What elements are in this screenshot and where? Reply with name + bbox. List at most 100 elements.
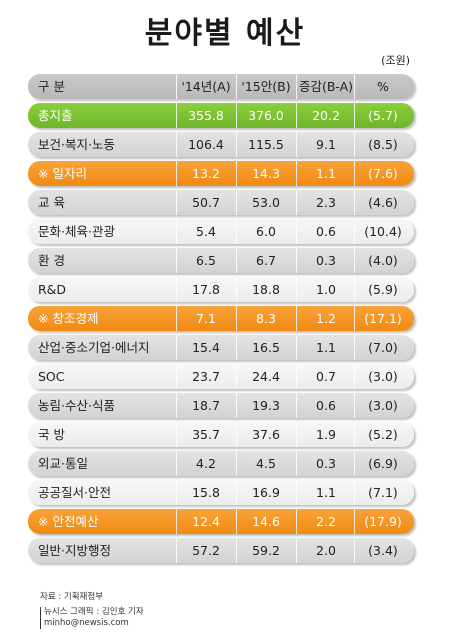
row-change: 20.2 — [312, 108, 340, 123]
row-change: 0.7 — [316, 369, 336, 384]
row-value-2015: 14.6 — [252, 514, 280, 529]
row-percent: (4.6) — [368, 195, 398, 210]
row-value-2014: 23.7 — [192, 369, 220, 384]
footer: 자료 : 기획재정부 뉴시스 그래픽 : 김인호 기자 minho@newsis… — [40, 592, 144, 629]
header-2015: '15안(B) — [241, 79, 291, 94]
row-value-2014: 106.4 — [188, 137, 224, 152]
row-value-2014: 15.4 — [192, 340, 220, 355]
credit-line: 뉴시스 그래픽 : 김인호 기자 — [44, 607, 144, 617]
row-change: 0.6 — [316, 398, 336, 413]
row-percent: (5.2) — [368, 427, 398, 442]
row-value-2015: 24.4 — [252, 369, 280, 384]
row-change: 1.1 — [316, 485, 336, 500]
table-row: 산업·중소기업·에너지 15.4 16.5 1.1 (7.0) — [28, 335, 414, 360]
unit-label: (조원) — [381, 54, 410, 67]
table-row: 농림·수산·식품 18.7 19.3 0.6 (3.0) — [28, 393, 414, 418]
row-percent: (4.0) — [368, 253, 398, 268]
row-value-2015: 19.3 — [252, 398, 280, 413]
row-value-2014: 57.2 — [192, 543, 220, 558]
row-label: 외교·통일 — [38, 456, 88, 471]
row-change: 2.2 — [316, 514, 336, 529]
row-label: SOC — [38, 369, 65, 384]
table-row: SOC 23.7 24.4 0.7 (3.0) — [28, 364, 414, 389]
table-row: 총지출 355.8 376.0 20.2 (5.7) — [28, 103, 414, 128]
table-body: 총지출 355.8 376.0 20.2 (5.7) 보건·복지·노동 106.4 115.5… — [28, 103, 414, 563]
row-percent: (17.9) — [364, 514, 402, 529]
row-percent: (3.4) — [368, 543, 398, 558]
row-change: 0.3 — [316, 253, 336, 268]
row-value-2015: 8.3 — [256, 311, 276, 326]
row-change: 0.6 — [316, 224, 336, 239]
source-note: 자료 : 기획재정부 — [40, 592, 104, 602]
row-value-2015: 18.8 — [252, 282, 280, 297]
row-value-2015: 115.5 — [248, 137, 284, 152]
row-value-2015: 6.0 — [256, 224, 276, 239]
row-value-2015: 376.0 — [248, 108, 284, 123]
row-change: 2.3 — [316, 195, 336, 210]
row-change: 1.2 — [316, 311, 336, 326]
row-value-2014: 4.2 — [196, 456, 216, 471]
page-title: 분야별 예산 — [144, 16, 306, 51]
table-row: 문화·체육·관광 5.4 6.0 0.6 (10.4) — [28, 219, 414, 244]
table-row: ※ 안전예산 12.4 14.6 2.2 (17.9) — [28, 509, 414, 534]
header-percent: % — [377, 79, 389, 94]
row-value-2014: 50.7 — [192, 195, 220, 210]
row-label: 교 육 — [38, 195, 65, 210]
table-row: 공공질서·안전 15.8 16.9 1.1 (7.1) — [28, 480, 414, 505]
row-change: 0.3 — [316, 456, 336, 471]
row-value-2015: 59.2 — [252, 543, 280, 558]
row-change: 1.1 — [316, 166, 336, 181]
row-label: ※ 일자리 — [38, 166, 87, 181]
table-row: 환 경 6.5 6.7 0.3 (4.0) — [28, 248, 414, 273]
row-percent: (5.7) — [368, 108, 398, 123]
row-value-2015: 16.9 — [252, 485, 280, 500]
row-percent: (5.9) — [368, 282, 398, 297]
row-value-2014: 15.8 — [192, 485, 220, 500]
row-value-2015: 16.5 — [252, 340, 280, 355]
row-value-2014: 18.7 — [192, 398, 220, 413]
row-value-2014: 13.2 — [192, 166, 220, 181]
row-percent: (7.0) — [368, 340, 398, 355]
row-value-2014: 355.8 — [188, 108, 224, 123]
header-change: 증감(B-A) — [298, 79, 354, 94]
row-change: 1.0 — [316, 282, 336, 297]
row-value-2014: 17.8 — [192, 282, 220, 297]
row-label: 일반·지방행정 — [38, 543, 111, 558]
table-row: 일반·지방행정 57.2 59.2 2.0 (3.4) — [28, 538, 414, 563]
row-label: 국 방 — [38, 427, 65, 442]
row-value-2014: 6.5 — [196, 253, 216, 268]
table-row: 국 방 35.7 37.6 1.9 (5.2) — [28, 422, 414, 447]
row-percent: (6.9) — [368, 456, 398, 471]
table-row: ※ 일자리 13.2 14.3 1.1 (7.6) — [28, 161, 414, 186]
row-label: R&D — [38, 282, 67, 297]
credit-block: 뉴시스 그래픽 : 김인호 기자 minho@newsis.com — [40, 607, 144, 629]
row-value-2014: 35.7 — [192, 427, 220, 442]
row-value-2015: 4.5 — [256, 456, 276, 471]
row-percent: (3.0) — [368, 398, 398, 413]
row-value-2015: 37.6 — [252, 427, 280, 442]
table-row: R&D 17.8 18.8 1.0 (5.9) — [28, 277, 414, 302]
row-change: 2.0 — [316, 543, 336, 558]
table-row: 외교·통일 4.2 4.5 0.3 (6.9) — [28, 451, 414, 476]
table-row: 교 육 50.7 53.0 2.3 (4.6) — [28, 190, 414, 215]
row-value-2014: 7.1 — [196, 311, 216, 326]
row-label: 보건·복지·노동 — [38, 137, 115, 152]
row-value-2014: 12.4 — [192, 514, 220, 529]
row-label: ※ 창조경제 — [38, 311, 99, 326]
row-label: 농림·수산·식품 — [38, 398, 115, 413]
row-percent: (17.1) — [364, 311, 402, 326]
row-label: 공공질서·안전 — [38, 485, 111, 500]
row-change: 9.1 — [316, 137, 336, 152]
credit-email: minho@newsis.com — [44, 618, 129, 628]
row-percent: (7.6) — [368, 166, 398, 181]
row-label: 총지출 — [38, 108, 73, 123]
row-value-2015: 53.0 — [252, 195, 280, 210]
row-percent: (8.5) — [368, 137, 398, 152]
row-value-2015: 14.3 — [252, 166, 280, 181]
budget-table: 구 분 '14년(A) '15안(B) 증감(B-A) % 총지출 355.8 37… — [28, 74, 414, 567]
row-label: 산업·중소기업·에너지 — [38, 340, 150, 355]
row-change: 1.9 — [316, 427, 336, 442]
header-category: 구 분 — [38, 79, 65, 94]
table-row: ※ 창조경제 7.1 8.3 1.2 (17.1) — [28, 306, 414, 331]
row-label: 문화·체육·관광 — [38, 224, 115, 239]
